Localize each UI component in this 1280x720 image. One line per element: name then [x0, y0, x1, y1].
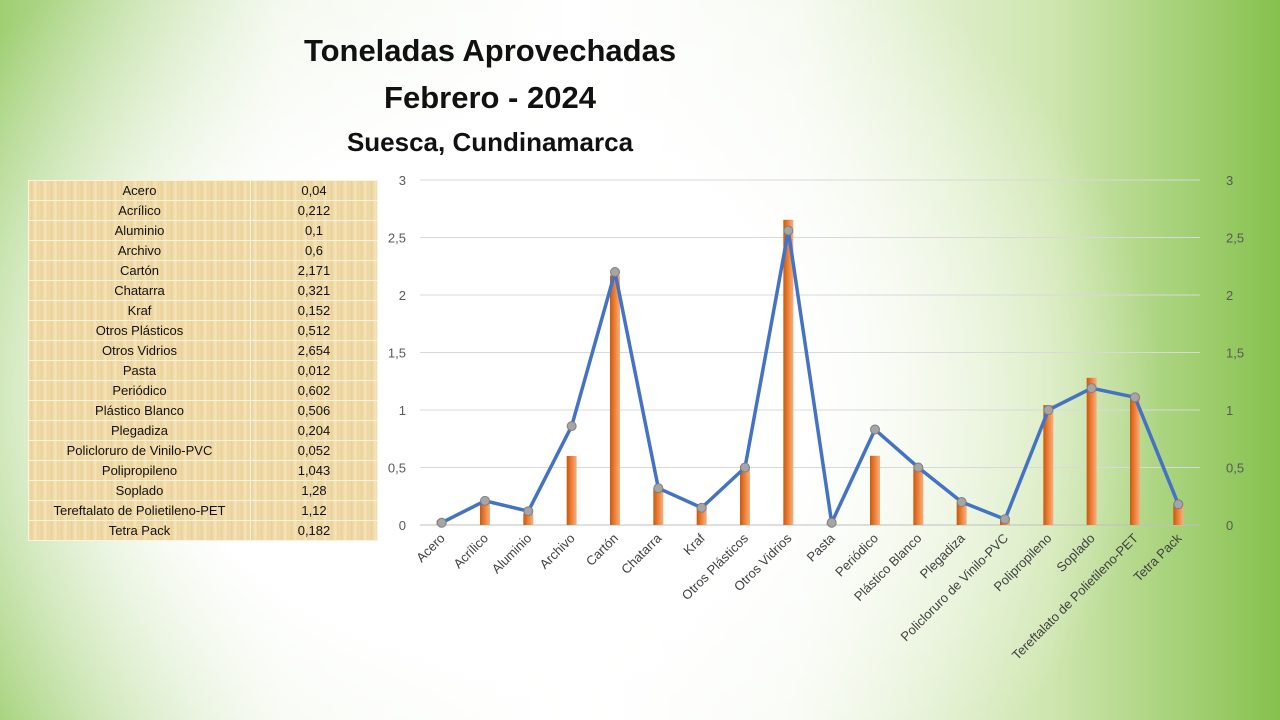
y2-tick-label: 1,5 [1226, 346, 1244, 361]
chart-title: Toneladas Aprovechadas [303, 33, 677, 68]
bar [913, 466, 924, 525]
x-tick-label: Acrílico [450, 531, 491, 572]
x-tick-label: Chatarra [618, 530, 665, 577]
line-marker [783, 225, 794, 236]
bar [870, 455, 880, 525]
bar [1086, 377, 1097, 525]
y-tick-label: 1 [399, 403, 406, 418]
line-marker [523, 506, 534, 517]
table-row: Kraf 0,152 [28, 300, 378, 321]
table-cell-tons: 0,052 [250, 440, 378, 461]
table-row: Aluminio 0,1 [28, 220, 378, 241]
y-tick-label: 2,5 [388, 231, 406, 246]
table-row: Otros Plásticos 0,512 [28, 320, 378, 341]
y2-tick-label: 2,5 [1226, 231, 1244, 246]
y-tick-label: 2 [399, 288, 406, 303]
bar [696, 507, 707, 525]
bar [653, 488, 664, 525]
bar [1173, 504, 1184, 525]
chart-subtitle: Febrero - 2024 [384, 80, 596, 115]
line-marker [826, 517, 837, 528]
table-cell-material: Cartón [28, 260, 251, 281]
x-tick-label: Acero [413, 531, 448, 566]
line-marker [740, 462, 750, 473]
line-marker [1086, 383, 1097, 394]
line-marker [913, 462, 924, 473]
table-row: Plástico Blanco 0,506 [28, 400, 378, 421]
bar [480, 500, 490, 525]
line-marker [1000, 514, 1010, 525]
table-row: Cartón 2,171 [28, 260, 378, 281]
table-row: Pasta 0,012 [28, 360, 378, 381]
y2-tick-label: 0 [1226, 518, 1233, 533]
y-tick-label: 0,5 [388, 461, 406, 476]
y2-tick-label: 3 [1226, 173, 1233, 188]
line-marker [610, 267, 620, 277]
bar [1043, 405, 1054, 525]
line-marker [956, 497, 967, 507]
x-tick-label: Tetra Pack [1130, 530, 1184, 584]
bar [566, 456, 577, 525]
table-row: Tetra Pack 0,182 [28, 520, 378, 541]
line-marker [653, 483, 664, 494]
bar [610, 275, 620, 525]
line-marker [870, 424, 880, 435]
x-tick-label: Kraf [680, 530, 708, 558]
x-tick-label: Archivo [537, 531, 578, 572]
table-row: Policloruro de Vinilo-PVC 0,052 [28, 440, 378, 461]
table-row: Tereftalato de Polietileno-PET 1,12 [28, 500, 378, 521]
x-tick-label: Soplado [1053, 531, 1097, 575]
y2-tick-label: 0,5 [1226, 461, 1244, 476]
line-marker [436, 517, 447, 528]
line-marker [566, 421, 577, 432]
line-marker [696, 502, 707, 513]
table-row: Acrílico 0,212 [28, 200, 378, 221]
chart-location: Suesca, Cundinamarca [346, 127, 634, 157]
line-marker [1173, 499, 1184, 510]
table-cell-tons: 0,182 [250, 520, 378, 541]
y-tick-label: 3 [399, 173, 406, 188]
table-row: Plegadiza 0,204 [28, 420, 378, 441]
table-row: Periódico 0,602 [28, 380, 378, 401]
bar [956, 501, 967, 525]
table-cell-tons: 0,152 [250, 300, 378, 321]
table-cell-material: Plástico Blanco [28, 400, 251, 421]
bar [1130, 396, 1140, 525]
bar [740, 466, 750, 525]
bar [523, 513, 534, 525]
line-marker [1043, 405, 1054, 415]
x-tick-label: Pasta [804, 530, 839, 565]
table-cell-tons: 1,043 [250, 460, 378, 481]
line-marker [1130, 392, 1140, 403]
bar [783, 219, 794, 526]
series-line [440, 228, 1180, 525]
x-tick-label: Aluminio [489, 531, 535, 577]
y2-tick-label: 2 [1226, 288, 1233, 303]
x-tick-label: Cartón [583, 531, 621, 569]
data-table: Acero 0,04 Acrílico 0,212 Aluminio 0,1 Archivo… [28, 180, 378, 541]
y2-tick-label: 1 [1226, 403, 1233, 418]
line-marker [480, 495, 490, 506]
table-cell-tons: 0,1 [250, 220, 378, 241]
y-tick-label: 0 [399, 518, 406, 533]
y-tick-label: 1,5 [388, 346, 406, 361]
table-cell-material: Tetra Pack [28, 520, 251, 541]
